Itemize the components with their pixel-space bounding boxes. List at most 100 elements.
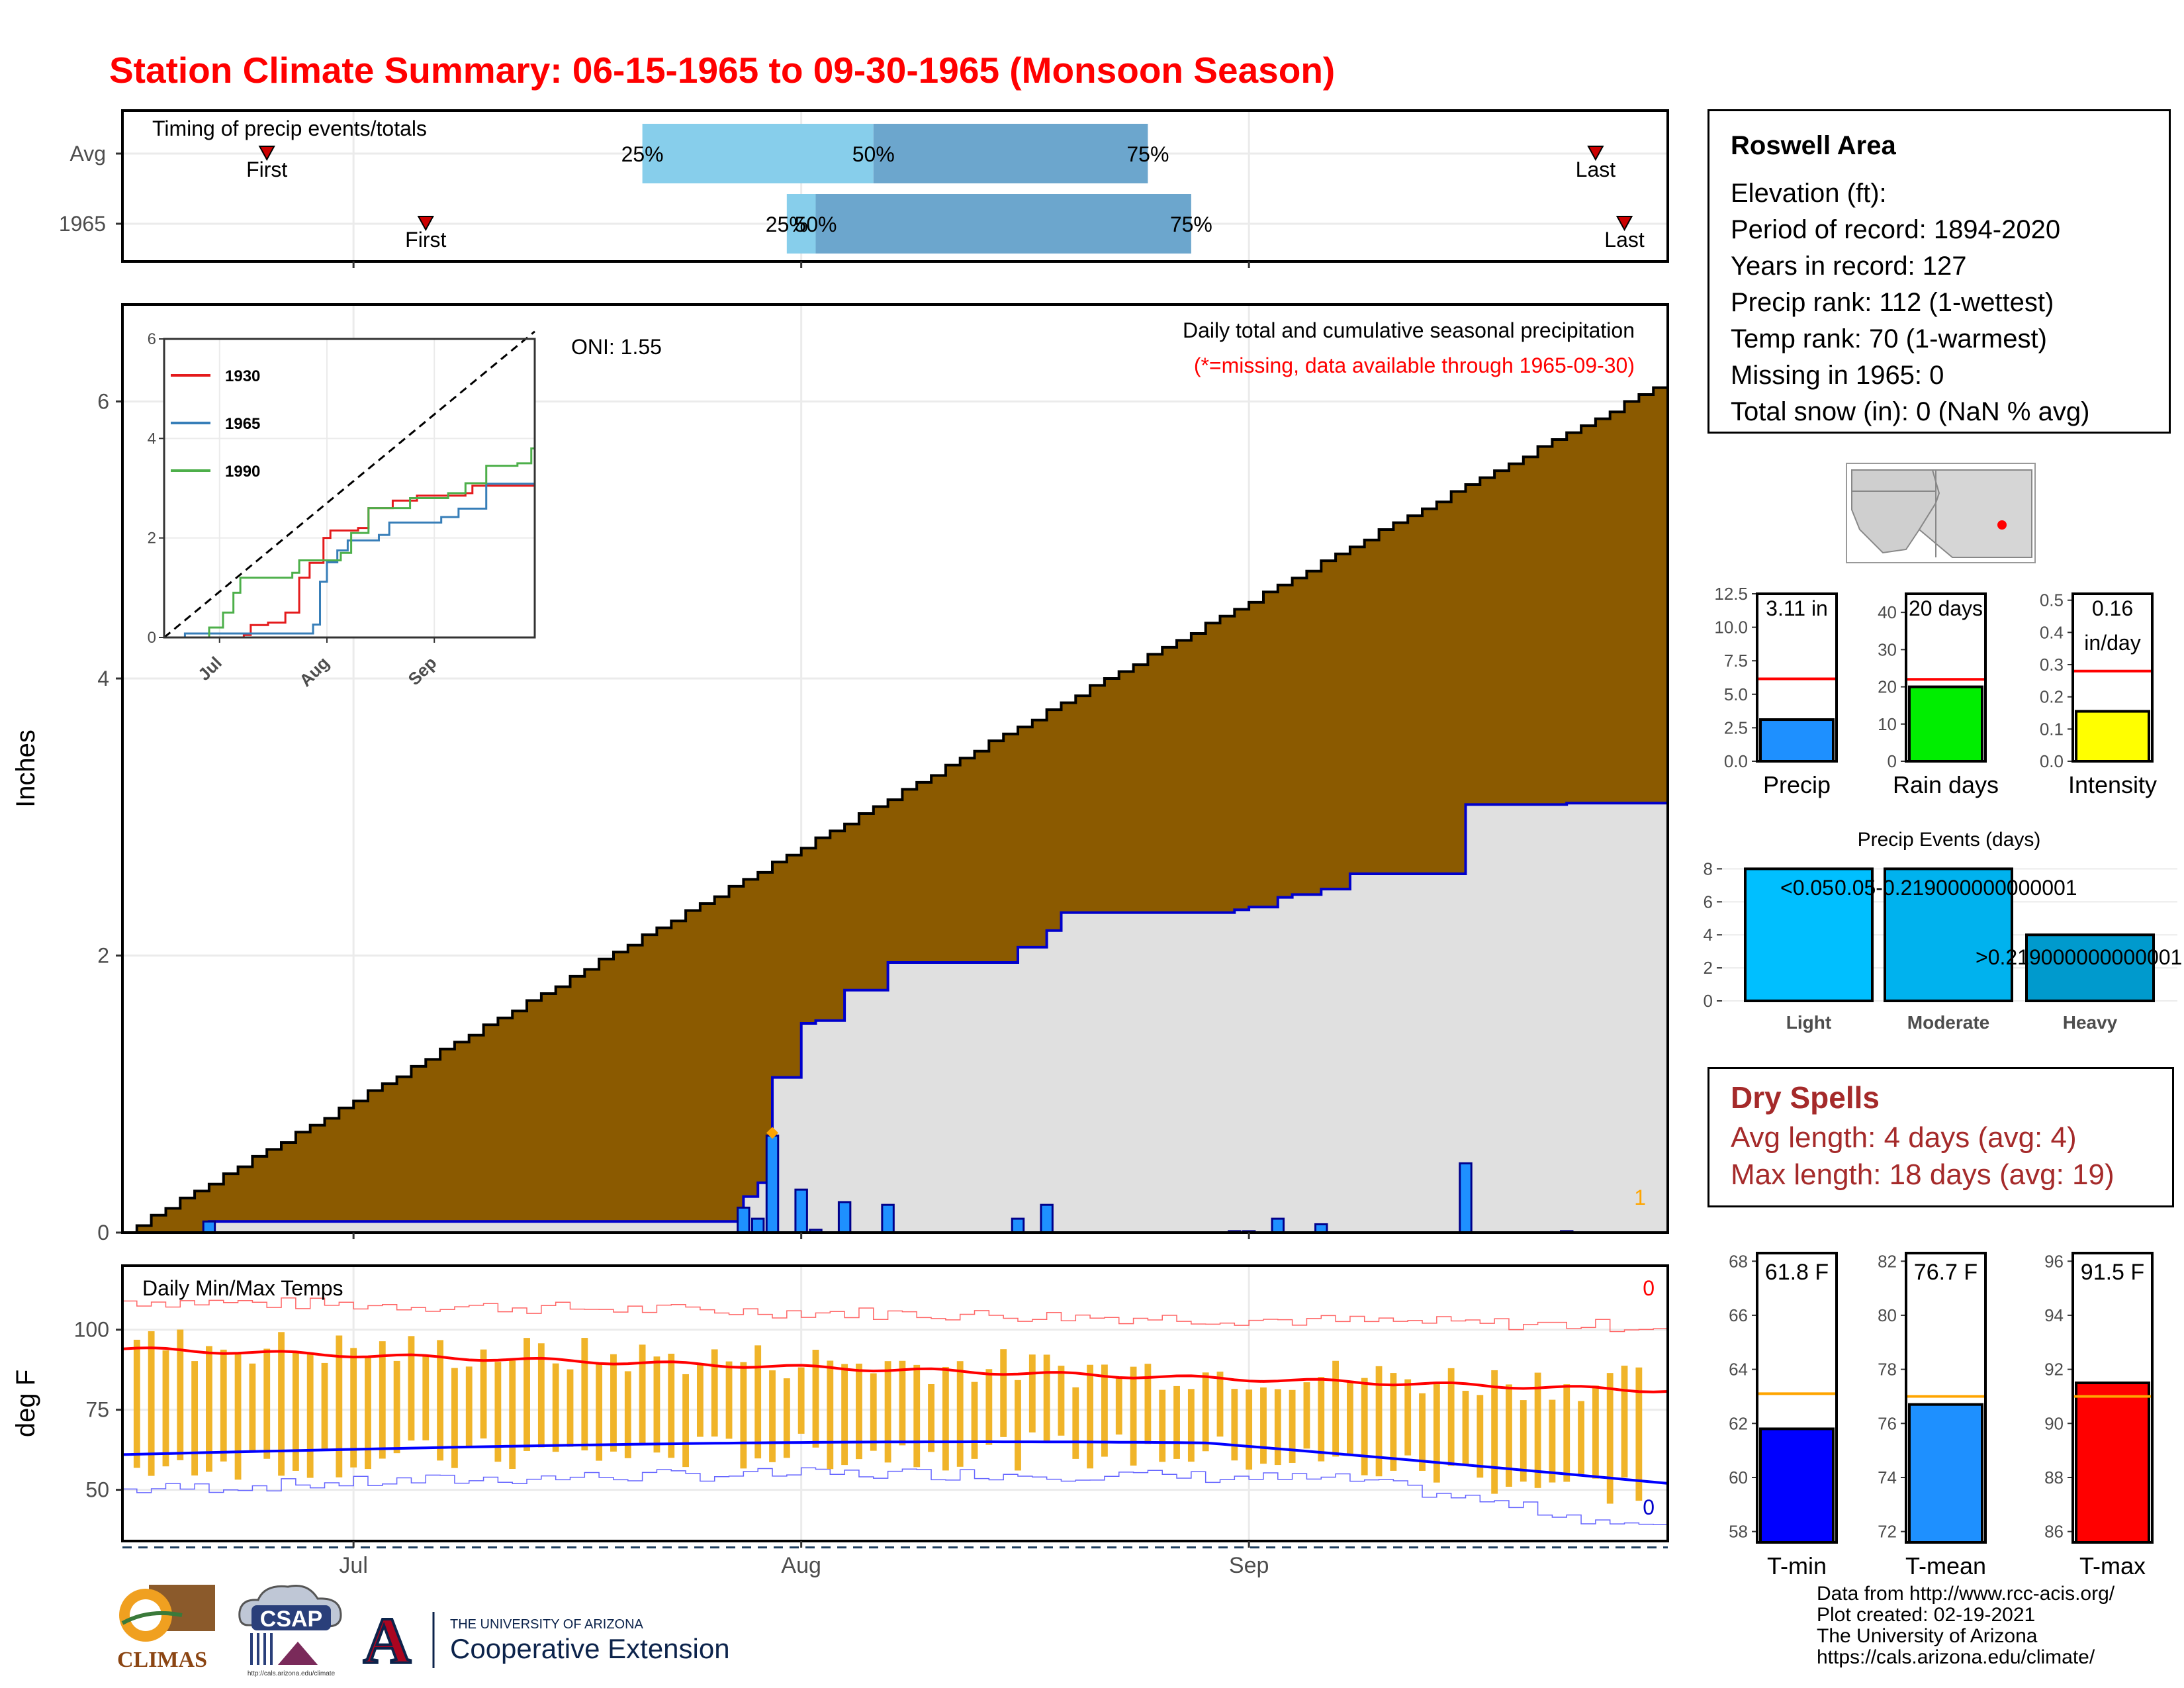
last-event-marker	[1615, 216, 1633, 232]
first-event-marker	[417, 216, 434, 232]
daily-temp-bar	[1433, 1382, 1440, 1483]
credit-line: https://cals.arizona.edu/climate/	[1817, 1646, 2095, 1668]
summary-y-tick-label: 78	[1878, 1360, 1897, 1380]
summary-y-tick-label: 0.5	[2040, 590, 2064, 610]
summary-value-bar	[2075, 710, 2150, 763]
dry-spells-max: Max length: 18 days (avg: 19)	[1731, 1158, 2115, 1191]
daily-temp-bar	[1202, 1372, 1209, 1452]
daily-temp-bar	[336, 1335, 343, 1477]
timing-label-75: 75%	[1126, 142, 1169, 166]
info-row: Period of record: 1894-2020	[1731, 215, 2061, 244]
daily-temp-bar	[509, 1360, 516, 1470]
summary-y-tick-label: 60	[1729, 1468, 1748, 1487]
daily-precip-bar	[837, 1201, 852, 1234]
daily-temp-bar	[624, 1371, 631, 1458]
daily-temp-bar	[1520, 1400, 1527, 1482]
csap-logo: CSAP http://cals.arizona.edu/climate	[232, 1579, 351, 1678]
timing-label-50: 50%	[794, 212, 837, 236]
summary-y-tick-label: 0.4	[2040, 622, 2064, 642]
daily-temp-bar	[1563, 1384, 1570, 1482]
events-bar-label: >0.219000000000001	[1976, 945, 2182, 969]
precip-subtitle: (*=missing, data available through 1965-…	[1194, 353, 1635, 377]
temps-y-axis-label: deg F	[11, 1370, 40, 1437]
temps-x-tick-label: Sep	[1229, 1553, 1269, 1578]
station-name: Roswell Area	[1731, 131, 1896, 160]
events-bar	[1884, 867, 2013, 1002]
inset-legend-label: 1990	[225, 463, 260, 481]
daily-temp-bar	[451, 1368, 458, 1468]
info-row: Precip rank: 112 (1-wettest)	[1731, 288, 2054, 317]
daily-temp-bar	[1015, 1380, 1021, 1471]
precip-y-tick-label: 0	[97, 1221, 109, 1244]
summary-y-tick-label: 2.5	[1724, 718, 1748, 737]
summary-value-label-unit: in/day	[2084, 631, 2140, 655]
events-category-label: Heavy	[2063, 1012, 2118, 1033]
summary-y-tick-label: 80	[1878, 1305, 1897, 1325]
page-title: Station Climate Summary: 06-15-1965 to 0…	[109, 50, 1335, 91]
daily-temp-bar	[1101, 1364, 1108, 1457]
credit-line: The University of Arizona	[1817, 1625, 2038, 1647]
temps-y-tick-label: 75	[85, 1398, 109, 1422]
daily-temp-bar	[928, 1383, 934, 1452]
summary-y-tick-label: 10	[1878, 714, 1897, 734]
daily-temp-bar	[234, 1352, 242, 1480]
inset-y-tick-label: 4	[148, 430, 156, 447]
max-daily-marker	[766, 1127, 779, 1139]
temps-x-tick-label: Aug	[781, 1553, 821, 1578]
avg-max-temp-line	[122, 1346, 1668, 1393]
daily-temp-bar	[177, 1329, 184, 1460]
summary-value-bar	[1759, 1427, 1835, 1544]
daily-temp-bar	[1144, 1364, 1152, 1444]
daily-temp-bar	[1216, 1372, 1224, 1437]
inset-frame	[163, 338, 536, 639]
summary-value-label: 91.5 F	[2081, 1260, 2144, 1285]
daily-temp-bar	[1231, 1389, 1238, 1461]
daily-temp-bar	[408, 1336, 415, 1441]
summary-y-tick-label: 12.5	[1714, 584, 1748, 604]
daily-temp-bar	[856, 1364, 862, 1460]
daily-temp-bar	[552, 1363, 559, 1452]
summary-y-tick-label: 68	[1729, 1251, 1748, 1271]
climas-logo: CLIMAS	[109, 1582, 218, 1675]
inset-avg-line	[163, 330, 535, 639]
csap-wordmark: CSAP	[260, 1607, 322, 1632]
precip-y-tick-label: 4	[97, 667, 109, 690]
timing-title: Timing of precip events/totals	[152, 117, 427, 140]
daily-temp-bar	[1635, 1367, 1643, 1501]
events-y-tick-label: 4	[1704, 925, 1713, 945]
summary-panel-frame	[2071, 1252, 2154, 1544]
events-bar-label: <0.05	[1780, 876, 1834, 900]
daily-temp-bar	[1318, 1377, 1325, 1462]
summary-panel-frame	[1905, 592, 1987, 763]
timing-row-label: 1965	[59, 212, 106, 236]
daily-temp-bar	[162, 1350, 169, 1467]
observed-cumulative-area	[122, 802, 1668, 1233]
timing-label-25: 25%	[621, 142, 664, 166]
summary-panel-label: T-max	[2079, 1552, 2146, 1579]
daily-temp-bar	[1130, 1366, 1137, 1466]
summary-y-tick-label: 0	[1888, 751, 1897, 771]
first-event-label: First	[246, 158, 287, 181]
summary-y-tick-label: 90	[2044, 1413, 2064, 1433]
summary-y-tick-label: 94	[2044, 1305, 2064, 1325]
observed-cumulative-line	[122, 802, 1669, 1234]
summary-value-label: 61.8 F	[1765, 1260, 1829, 1285]
daily-temp-bar	[1115, 1378, 1122, 1435]
climas-wordmark: CLIMAS	[117, 1648, 207, 1672]
credit-line: Data from http://www.rcc-acis.org/	[1817, 1583, 2115, 1605]
ua-name: THE UNIVERSITY OF ARIZONA	[450, 1617, 644, 1632]
events-bar	[2025, 933, 2155, 1003]
daily-temp-bar	[249, 1363, 256, 1452]
credit-line: Plot created: 02-19-2021	[1817, 1604, 2036, 1626]
ua-cooperative-extension: Cooperative Extension	[450, 1633, 730, 1664]
summary-y-tick-label: 88	[2044, 1468, 2064, 1487]
daily-temp-bar	[754, 1345, 762, 1459]
daily-temp-bar	[1000, 1349, 1007, 1437]
daily-temp-bar	[1621, 1366, 1628, 1478]
daily-temp-bar	[263, 1348, 271, 1459]
inset-legend-label: 1930	[225, 367, 260, 385]
daily-temp-bar	[581, 1338, 588, 1451]
summary-y-tick-label: 7.5	[1724, 651, 1748, 671]
daily-temp-bar	[596, 1362, 603, 1461]
